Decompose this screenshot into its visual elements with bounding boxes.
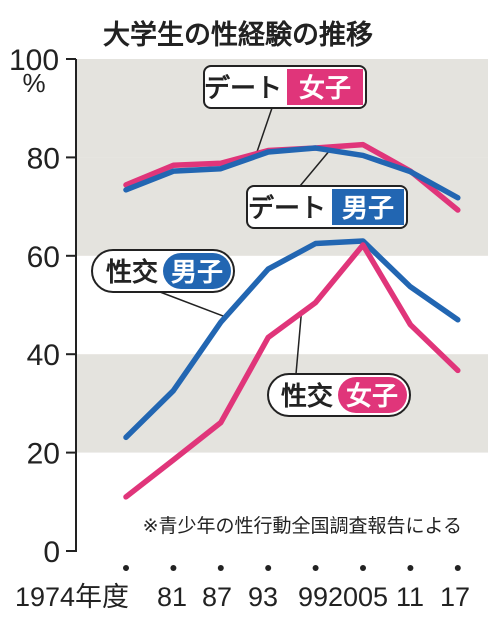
leader-line [295,312,303,375]
y-tick-labels: 0 20 40 60 80 100 [9,44,76,569]
y-tick-label: 40 [27,339,60,372]
y-tick-label: 80 [27,142,60,175]
x-tick-label: 81 [157,582,187,612]
y-tick-label: 100 [9,44,59,77]
chart-title: 大学生の性経験の推移 [103,19,373,51]
label-date-female: デート 女子 [203,65,367,109]
source-note: ※青少年の性行動全国調査報告による [143,515,462,537]
x-tick-labels: 1974年度 81 87 93 99 2005 11 17 [15,565,470,612]
x-tick-dot [217,565,224,571]
label-date-female-text: デート [204,73,282,104]
x-tick-dot [407,565,414,571]
label-date-male-badge [332,189,404,225]
y-tick-label: 0 [43,536,60,569]
x-tick-label: 17 [440,582,470,612]
label-date-male-badge-text: 男子 [342,194,394,224]
leader-line [159,291,226,318]
x-tick-label: 87 [202,582,232,612]
label-sex-female: 性交 女子 [267,373,411,417]
x-tick-dot [170,565,177,571]
x-tick-label: 99 [298,582,328,612]
y-tick-label: 20 [27,438,60,471]
leader-line [299,149,331,187]
label-sex-male-text: 性交 [106,257,158,288]
label-sex-female-badge-text: 女子 [346,381,398,412]
x-tick-dot [265,565,272,571]
sex-male-line [123,238,461,441]
x-tick-dot [123,565,129,571]
label-leader-lines [159,107,331,375]
date-male-line [123,145,461,201]
label-date-male-text: デート [248,193,326,224]
x-tick-label: 93 [248,582,278,612]
leader-line [255,107,273,154]
x-tick-dot [360,565,366,571]
y-unit-label: % [22,68,45,98]
y-tick-label: 60 [27,241,60,274]
x-tick-dot [312,565,319,571]
label-sex-female-text: 性交 [281,381,333,412]
x-tick-label: 1974年度 [15,582,129,612]
sex-female-line [123,242,461,500]
label-sex-female-badge [338,377,407,413]
label-date-female-badge [287,69,363,105]
label-date-female-badge-text: 女子 [299,73,351,104]
label-sex-male-badge-text: 男子 [171,258,223,288]
series-lines [123,141,461,500]
x-tick-label: 2005 [328,582,388,612]
x-tick-label: 11 [396,582,424,612]
label-sex-male: 性交 男子 [91,249,235,293]
label-date-male: デート 男子 [246,185,408,229]
label-sex-male-badge [163,253,231,289]
x-tick-dot [454,565,461,571]
